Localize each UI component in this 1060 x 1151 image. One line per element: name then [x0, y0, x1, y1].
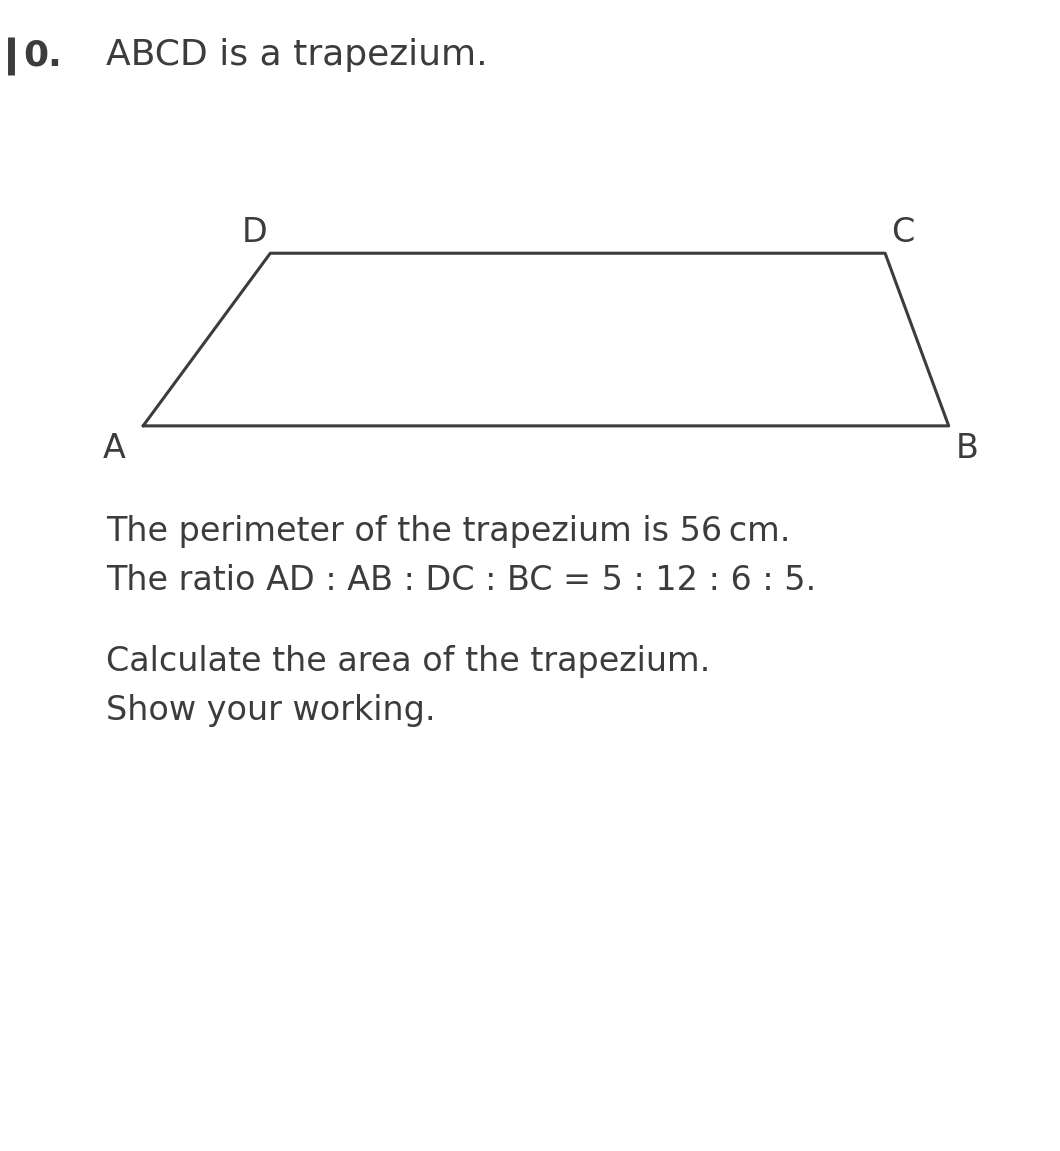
- Text: The ratio AD : AB : DC : BC = 5 : 12 : 6 : 5.: The ratio AD : AB : DC : BC = 5 : 12 : 6…: [106, 564, 816, 596]
- Text: 0.: 0.: [23, 38, 63, 73]
- Text: C: C: [891, 216, 915, 249]
- Text: Calculate the area of the trapezium.: Calculate the area of the trapezium.: [106, 646, 710, 678]
- Text: The perimeter of the trapezium is 56 cm.: The perimeter of the trapezium is 56 cm.: [106, 516, 791, 548]
- Text: ABCD is a trapezium.: ABCD is a trapezium.: [106, 38, 488, 73]
- Text: D: D: [242, 216, 267, 249]
- Text: B: B: [955, 433, 978, 465]
- Text: Show your working.: Show your working.: [106, 694, 436, 726]
- Text: A: A: [103, 433, 126, 465]
